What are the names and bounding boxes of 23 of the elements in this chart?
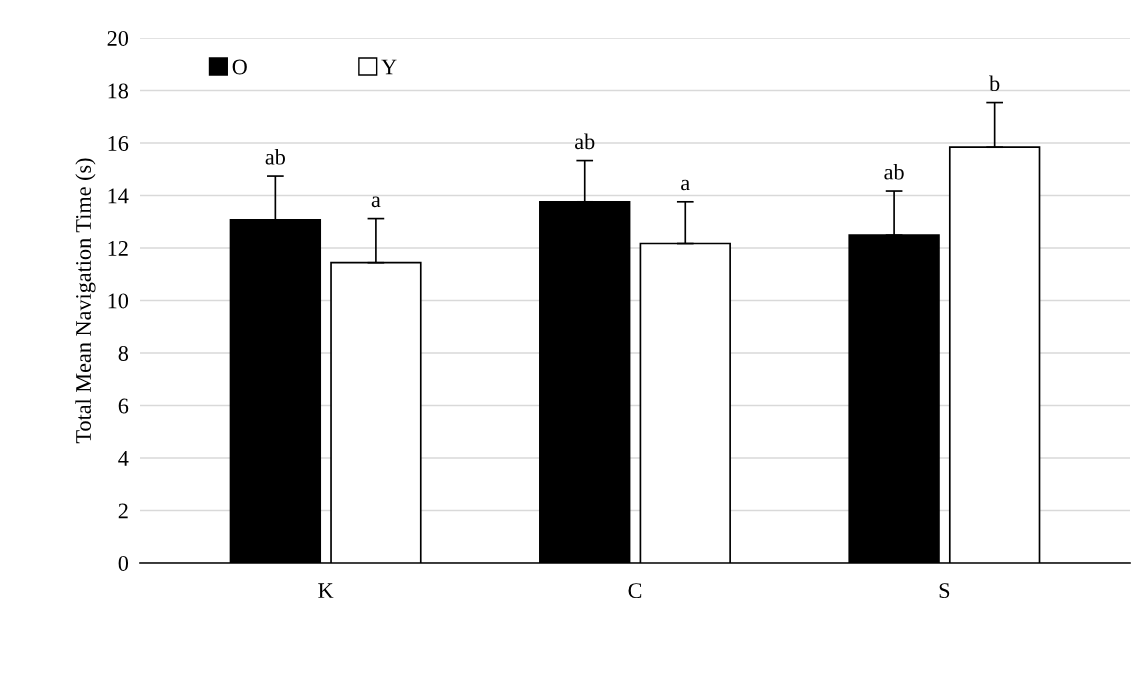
y-tick-label: 20 bbox=[107, 30, 129, 46]
annotation: ab bbox=[884, 163, 904, 180]
x-tick-label: S bbox=[939, 583, 950, 599]
legend-label: Y bbox=[381, 59, 397, 75]
x-tick-label: K bbox=[318, 583, 334, 598]
y-axis-title: Total Mean Navigation Time (s) bbox=[75, 158, 96, 444]
annotation: a bbox=[681, 179, 690, 191]
y-tick-label: 8 bbox=[118, 345, 129, 361]
y-tick-label: 4 bbox=[118, 451, 129, 466]
y-tick-label: 0 bbox=[118, 555, 129, 571]
annotation: a bbox=[371, 196, 381, 208]
y-tick-label: 12 bbox=[108, 240, 128, 256]
y-tick-label: 16 bbox=[108, 135, 129, 151]
y-tick-label: 10 bbox=[108, 293, 129, 309]
y-tick-label: 2 bbox=[118, 503, 128, 519]
legend-label: O bbox=[232, 59, 247, 75]
annotation: ab bbox=[265, 148, 285, 165]
y-tick-label: 18 bbox=[108, 83, 129, 99]
y-tick-label: 6 bbox=[118, 398, 129, 414]
x-tick-label: C bbox=[628, 583, 642, 599]
annotation: ab bbox=[575, 133, 595, 150]
annotation: b bbox=[989, 75, 1000, 92]
y-tick-label: 14 bbox=[108, 188, 129, 204]
